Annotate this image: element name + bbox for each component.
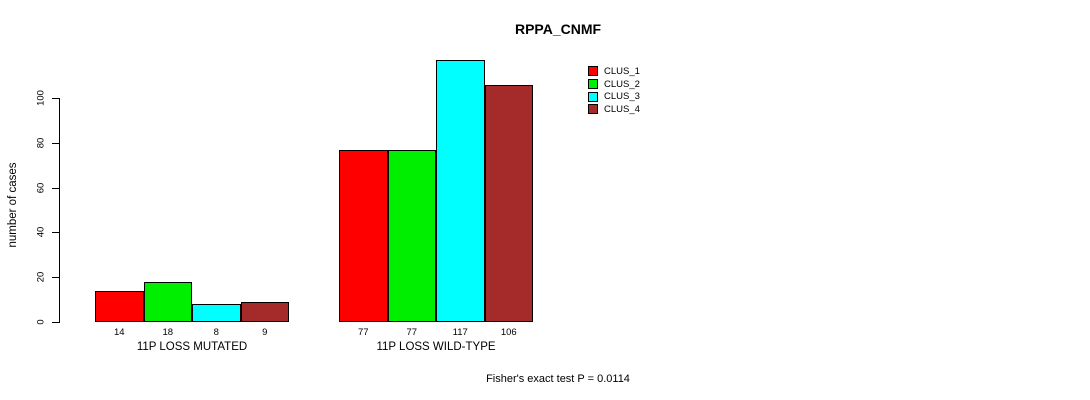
bar-clus_1-1: [95, 290, 144, 322]
y-tick-label: 40: [35, 227, 47, 238]
bar-value-label: 18: [162, 327, 174, 338]
legend-swatch-clus_1: [588, 66, 598, 77]
y-axis-tick: [52, 142, 59, 144]
bar-value-label: 106: [500, 327, 517, 338]
x-category-label: 11P LOSS WILD-TYPE: [376, 341, 496, 353]
legend: CLUS_1 CLUS_2 CLUS_3 CLUS_4: [588, 65, 640, 116]
chart-title: RPPA_CNMF: [514, 21, 602, 37]
y-tick-label: 100: [35, 90, 47, 106]
legend-swatch-clus_3: [588, 91, 598, 102]
y-axis-tick: [52, 187, 59, 189]
y-tick-label: 80: [35, 137, 47, 149]
legend-label: CLUS_4: [604, 103, 640, 115]
bar-value-label: 8: [213, 327, 219, 338]
y-tick-label: 60: [35, 182, 47, 193]
y-axis-tick: [52, 277, 59, 279]
bar-clus_2-2: [387, 149, 436, 322]
bar-value-label: 77: [357, 327, 369, 338]
y-tick-label: 20: [35, 271, 47, 283]
y-tick-label: 0: [35, 319, 47, 325]
legend-row: CLUS_2: [588, 78, 640, 91]
legend-row: CLUS_3: [588, 90, 640, 103]
bar-clus_3-2: [436, 59, 485, 322]
bar-value-label: 77: [406, 327, 418, 338]
legend-label: CLUS_1: [604, 65, 640, 77]
legend-label: CLUS_3: [604, 91, 640, 103]
y-axis-title: number of cases: [7, 162, 19, 248]
legend-row: CLUS_1: [588, 65, 640, 78]
bar-value-label: 9: [262, 327, 268, 338]
y-axis-tick: [52, 232, 59, 234]
bar-clus_4-2: [484, 84, 533, 322]
y-axis-tick: [52, 322, 59, 323]
bar-value-label: 117: [452, 327, 468, 338]
bar-clus_4-1: [240, 301, 289, 322]
bar-clus_1-2: [339, 149, 388, 322]
y-axis-tick: [52, 98, 59, 99]
bar-value-label: 14: [113, 327, 125, 338]
legend-label: CLUS_2: [604, 78, 640, 90]
bar-clus_3-1: [192, 304, 241, 322]
legend-swatch-clus_2: [588, 79, 598, 90]
y-axis-line: [59, 98, 60, 323]
stat-annotation: Fisher's exact test P = 0.0114: [486, 373, 630, 385]
legend-swatch-clus_4: [588, 104, 598, 115]
bar-clus_2-1: [143, 281, 192, 322]
legend-row: CLUS_4: [588, 103, 640, 116]
x-category-label: 11P LOSS MUTATED: [136, 341, 248, 353]
